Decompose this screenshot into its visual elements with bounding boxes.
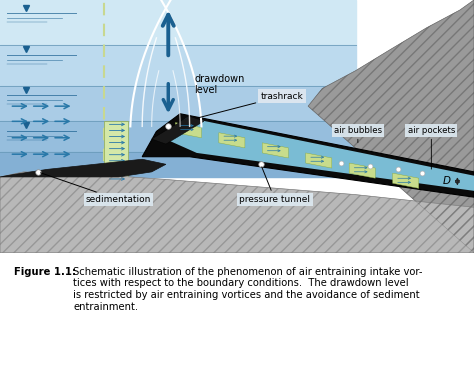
Polygon shape [306,153,332,168]
Text: drawdown
level: drawdown level [194,74,245,96]
Bar [0,152,356,177]
Polygon shape [0,159,166,177]
Text: pressure tunnel: pressure tunnel [239,167,310,204]
Bar [0,45,356,86]
Polygon shape [152,116,204,144]
Polygon shape [0,172,474,253]
Text: air pockets: air pockets [408,126,455,135]
Text: air bubbles: air bubbles [334,126,382,135]
Bar [0,0,356,45]
Polygon shape [308,0,474,253]
Polygon shape [392,173,419,188]
Polygon shape [219,133,245,148]
Text: Figure 1.1:: Figure 1.1: [14,267,76,277]
Polygon shape [175,123,201,138]
Text: D: D [442,176,450,186]
Text: trashrack: trashrack [197,92,303,118]
Polygon shape [142,114,474,197]
Text: sedimentation: sedimentation [41,173,151,204]
Bar [0,121,356,152]
Text: Schematic illustration of the phenomenon of air entraining intake vor-
tices wit: Schematic illustration of the phenomenon… [73,267,423,311]
Polygon shape [262,143,288,158]
Bar [104,121,128,182]
Polygon shape [168,118,474,191]
Polygon shape [349,163,375,178]
Bar [0,86,356,121]
